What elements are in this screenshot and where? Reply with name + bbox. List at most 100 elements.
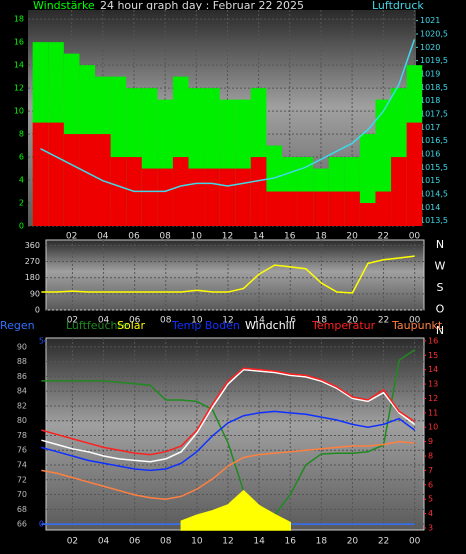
line xyxy=(41,349,416,516)
x-tick-label: 08 xyxy=(160,537,172,547)
bar xyxy=(188,168,205,226)
x-tick-label: 22 xyxy=(378,232,389,242)
x-tick-label: 00 xyxy=(409,232,421,242)
compass-label: W xyxy=(435,260,446,273)
y-tick-label: 16 xyxy=(428,336,438,345)
x-tick-label: 18 xyxy=(316,537,328,547)
x-tick-label: 10 xyxy=(191,537,203,547)
x-tick-label: 22 xyxy=(378,316,389,326)
y-tick-label: 15 xyxy=(428,351,438,360)
y-tick-label: 1017 xyxy=(420,123,440,132)
y-tick-label: 1016 xyxy=(420,150,440,159)
y-tick-label: 360 xyxy=(25,241,40,250)
y-tick-label: 12 xyxy=(428,394,438,403)
bar xyxy=(63,134,80,226)
y-tick-label: 4 xyxy=(19,176,24,185)
bar xyxy=(266,191,282,226)
line xyxy=(41,367,416,456)
y-tick-label: 76 xyxy=(17,446,27,455)
legend-label: Temperatur xyxy=(311,319,376,332)
y-tick-label: 1019,5 xyxy=(420,56,448,65)
x-tick-label: 16 xyxy=(284,232,296,242)
x-tick-label: 14 xyxy=(253,232,265,242)
x-tick-label: 02 xyxy=(67,316,78,326)
bar xyxy=(172,157,189,226)
bar xyxy=(391,157,407,226)
y-axis-title: Windstärke xyxy=(33,0,95,12)
compass-label: O xyxy=(436,303,445,316)
bar xyxy=(32,122,49,226)
bar xyxy=(344,191,360,226)
legend-label: Solar xyxy=(117,319,146,332)
x-tick-label: 22 xyxy=(378,537,389,547)
y-tick-label: 5 xyxy=(39,336,44,345)
y-tick-label: 82 xyxy=(17,401,27,410)
y2-axis-title: Luftdruck xyxy=(372,0,424,12)
legend-label: Taupunkt xyxy=(391,319,443,332)
x-tick-label: 20 xyxy=(346,232,358,242)
y-tick-label: 8 xyxy=(428,452,433,461)
y-tick-label: 90 xyxy=(17,342,27,351)
x-tick-label: 14 xyxy=(253,316,265,326)
legend-label: Regen xyxy=(0,319,35,332)
y-tick-label: 16 xyxy=(14,38,24,47)
x-tick-label: 18 xyxy=(315,232,327,242)
legend-label: Windchill xyxy=(245,319,295,332)
x-tick-label: 18 xyxy=(316,316,328,326)
y-tick-label: 1013,5 xyxy=(420,216,448,225)
bar xyxy=(250,157,267,226)
y-tick-label: 72 xyxy=(17,475,27,484)
y-tick-label: 88 xyxy=(17,357,27,366)
y-tick-label: 11 xyxy=(428,408,438,417)
y-tick-label: 86 xyxy=(17,372,27,381)
bar xyxy=(375,191,392,226)
x-tick-label: 12 xyxy=(222,316,233,326)
x-tick-label: 12 xyxy=(222,232,233,242)
y-tick-label: 1020 xyxy=(420,43,440,52)
bar xyxy=(204,168,220,226)
y-tick-label: 13 xyxy=(428,380,438,389)
bar xyxy=(281,191,298,226)
y-tick-label: 1020,5 xyxy=(420,30,448,39)
x-tick-label: 08 xyxy=(160,316,172,326)
y-tick-label: 1018,5 xyxy=(420,83,448,92)
bar xyxy=(359,203,376,226)
x-tick-label: 20 xyxy=(347,316,359,326)
plot-area xyxy=(45,239,425,311)
bar xyxy=(406,122,423,226)
x-tick-label: 10 xyxy=(191,316,203,326)
x-tick-label: 08 xyxy=(159,232,171,242)
chart-title: 24 hour graph day : Februar 22 2025 xyxy=(100,0,304,12)
y-tick-label: 0 xyxy=(35,306,40,315)
line xyxy=(41,368,416,463)
y-tick-label: 270 xyxy=(25,257,40,266)
x-tick-label: 04 xyxy=(98,316,110,326)
line xyxy=(41,410,416,472)
x-tick-label: 02 xyxy=(67,537,78,547)
y-tick-label: 4 xyxy=(428,509,433,518)
y-tick-label: 1014 xyxy=(420,203,440,212)
x-tick-label: 06 xyxy=(129,537,141,547)
x-tick-label: 12 xyxy=(222,537,233,547)
x-tick-label: 04 xyxy=(98,537,110,547)
y-tick-label: 6 xyxy=(428,480,433,489)
y-tick-label: 1014,5 xyxy=(420,190,448,199)
bar xyxy=(297,191,314,226)
x-tick-label: 00 xyxy=(409,316,421,326)
y-tick-label: 1015,5 xyxy=(420,163,448,172)
area xyxy=(180,489,291,531)
bar xyxy=(110,157,127,226)
y-tick-label: 18 xyxy=(14,15,24,24)
line xyxy=(40,39,416,193)
y-tick-label: 90 xyxy=(30,289,40,298)
y-tick-label: 10 xyxy=(428,423,438,432)
x-tick-label: 06 xyxy=(128,232,140,242)
line xyxy=(41,255,415,294)
y-tick-label: 1017,5 xyxy=(420,110,448,119)
bar xyxy=(313,191,329,226)
y-tick-label: 6 xyxy=(19,153,24,162)
y-tick-label: 3 xyxy=(428,523,433,532)
y-tick-label: 1018 xyxy=(420,96,440,105)
y-tick-label: 1016,5 xyxy=(420,136,448,145)
y-tick-label: 1015 xyxy=(420,176,440,185)
